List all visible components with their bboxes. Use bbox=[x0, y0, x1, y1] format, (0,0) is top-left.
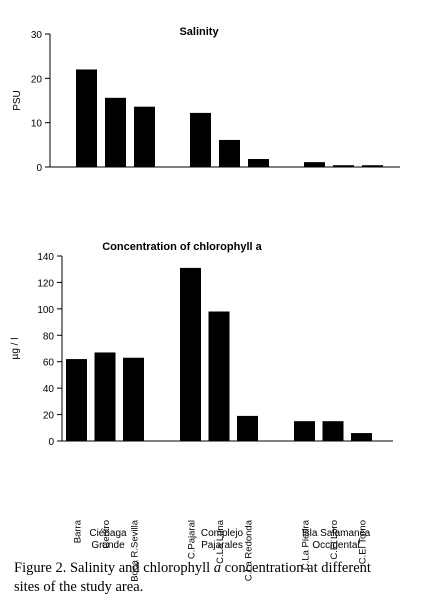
bar-c-pajaral bbox=[190, 112, 211, 167]
y-axis-label: PSU bbox=[12, 90, 23, 111]
group-label-isla-salamanca-line1: Isla Salamanca bbox=[302, 528, 371, 539]
bar-c-la-luna bbox=[219, 139, 240, 167]
group-label-pajarales-line2: Pajarales bbox=[201, 540, 243, 551]
y-tick-label: 60 bbox=[43, 358, 55, 369]
y-tick-label: 20 bbox=[31, 74, 43, 85]
caption-text-part1: Figure 2. Salinity and chlorophyll bbox=[14, 560, 214, 576]
caption-text-part2: concentration at different bbox=[221, 560, 371, 576]
x-tick-label-boca-r-sevilla: Boca R.Sevilla bbox=[130, 519, 141, 581]
y-tick-label: 80 bbox=[43, 331, 55, 342]
group-label-occidental-line2: Occidental bbox=[312, 540, 359, 551]
group-label-grande-line2: Grande bbox=[91, 540, 125, 551]
bar-barra bbox=[76, 69, 97, 167]
x-tick-label-c-el-loro: C.El Loro bbox=[329, 520, 340, 560]
caption-text-line2: sites of the study area. bbox=[14, 579, 144, 595]
y-tick-label: 40 bbox=[43, 384, 55, 395]
bar-c-la-redonda bbox=[248, 159, 269, 167]
x-tick-label-c-el-torno: C.El Torno bbox=[358, 520, 369, 564]
x-tick-label-barra: Barra bbox=[73, 519, 84, 543]
y-tick-label: 120 bbox=[37, 278, 54, 289]
bar-c-el-loro bbox=[333, 165, 354, 167]
chart-1-salinity: Salinity PSU 0 10 20 30 bbox=[12, 26, 400, 174]
figure-caption: Figure 2. Salinity and chlorophyll a con… bbox=[14, 559, 414, 597]
bar-centro bbox=[94, 352, 116, 441]
bar-c-la-luna bbox=[208, 311, 230, 441]
bar-c-la-piedra bbox=[304, 162, 325, 167]
bar-c-pajaral bbox=[180, 267, 201, 441]
group-label-complejo-line1: Complejo bbox=[201, 528, 244, 539]
chart-title: Concentration of chlorophyll a bbox=[102, 241, 262, 253]
bar-c-el-torno bbox=[362, 165, 383, 167]
bar-centro bbox=[105, 97, 126, 167]
x-tick-label-c-la-luna: C.La Luna bbox=[215, 519, 226, 564]
x-tick-label-c-la-redonda: C.La Redonda bbox=[244, 519, 255, 581]
chart-2-chlorophyll: Concentration of chlorophyll a µg / l 0 20 4… bbox=[10, 241, 393, 582]
bar-c-el-torno bbox=[351, 433, 372, 441]
x-tick-label-c-pajaral: C.Pajaral bbox=[187, 520, 198, 559]
y-tick-label: 10 bbox=[31, 119, 43, 130]
bar-boca-r-sevilla bbox=[123, 357, 144, 441]
y-axis-label: µg / l bbox=[10, 338, 21, 360]
bar-barra bbox=[66, 359, 87, 441]
x-tick-label-centro: Centro bbox=[101, 520, 112, 549]
y-tick-label: 100 bbox=[37, 305, 54, 316]
bar-c-el-loro bbox=[322, 421, 344, 441]
y-tick-label: 0 bbox=[48, 437, 54, 448]
group-label-ci-naga-line1: Ciénaga bbox=[89, 528, 127, 539]
y-tick-label: 0 bbox=[36, 163, 42, 174]
caption-italic-a: a bbox=[213, 560, 222, 576]
bar-boca-r-sevilla bbox=[134, 106, 155, 167]
bar-c-la-redonda bbox=[237, 415, 258, 441]
x-tick-label-c-la-piedra: C.La Piedra bbox=[301, 519, 312, 570]
bar-c-la-piedra bbox=[294, 421, 315, 441]
y-tick-label: 20 bbox=[43, 411, 55, 422]
y-tick-label: 30 bbox=[31, 30, 43, 41]
chart-title: Salinity bbox=[179, 26, 219, 38]
y-tick-label: 140 bbox=[37, 252, 54, 263]
